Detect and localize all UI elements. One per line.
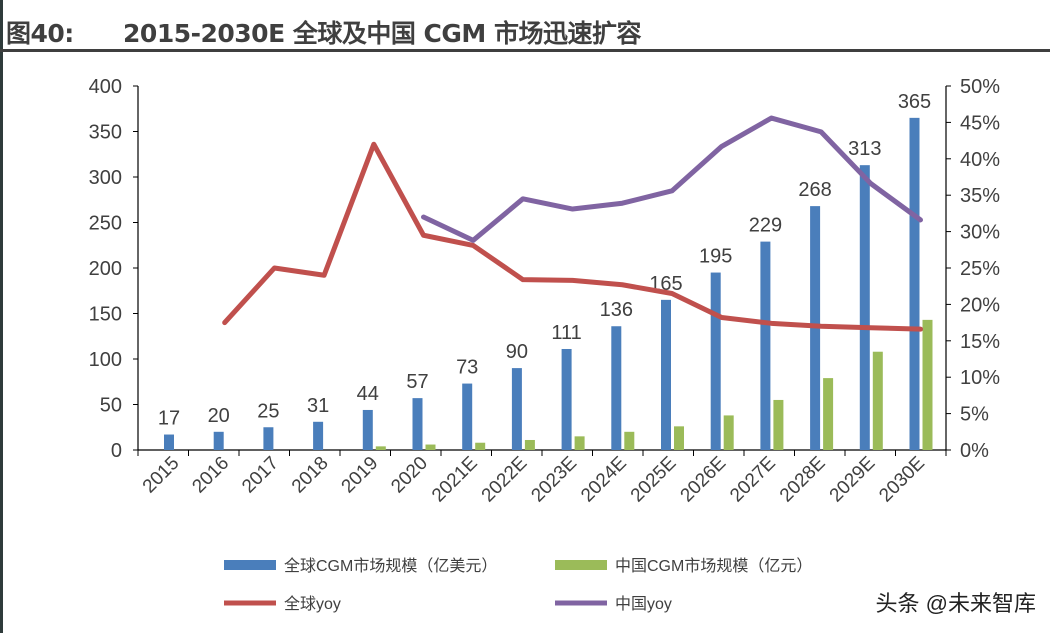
bar-china [674, 426, 684, 450]
y-right-tick-label: 35% [960, 185, 1000, 207]
x-tick-label: 2022E [478, 453, 532, 507]
data-label: 268 [798, 179, 831, 201]
bar-china [723, 415, 734, 450]
bar-global [859, 165, 870, 451]
bar-china [475, 442, 486, 450]
y-left-tick-label: 50 [100, 395, 122, 417]
bar-china [524, 439, 535, 450]
y-left-tick-label: 0 [111, 440, 122, 462]
legend-label: 全球yoy [284, 595, 341, 613]
x-tick-label: 2015 [139, 453, 184, 498]
chart-title: 图40: 2015-2030E 全球及中国 CGM 市场迅速扩容 [6, 14, 642, 50]
y-left-tick-label: 250 [89, 213, 122, 235]
bar-global [909, 117, 920, 450]
x-tick-label: 2027E [726, 453, 780, 507]
bar-global [710, 272, 721, 450]
data-label: 20 [208, 405, 230, 427]
bar-global [213, 431, 224, 450]
watermark: 头条 @未来智库 [876, 591, 1036, 616]
y-right-tick-label: 0% [960, 440, 989, 462]
frame-border [0, 0, 3, 633]
bar-global [611, 326, 622, 450]
x-tick-label: 2028E [776, 453, 830, 507]
bar-global [661, 299, 671, 450]
y-right-tick-label: 30% [960, 222, 1000, 244]
x-tick-label: 2019 [338, 453, 383, 498]
y-right-tick-label: 25% [960, 258, 1000, 280]
bar-global [164, 434, 174, 450]
bar-china [375, 446, 386, 450]
y-left-tick-label: 400 [89, 76, 122, 98]
bar-china [872, 351, 883, 450]
y-left-tick-label: 350 [89, 122, 122, 144]
bar-china [624, 431, 635, 450]
x-tick-label: 2024E [577, 453, 631, 507]
y-left-tick-label: 150 [89, 304, 122, 326]
bar-china [773, 399, 784, 450]
bar-global [412, 398, 423, 450]
data-label: 57 [406, 371, 428, 393]
bar-china [574, 436, 585, 450]
x-tick-label: 2023E [527, 453, 581, 507]
data-label: 195 [699, 246, 732, 268]
data-label: 313 [848, 138, 881, 160]
x-tick-label: 2029E [826, 453, 880, 507]
legend-label: 全球CGM市场规模（亿美元） [284, 557, 497, 575]
x-tick-label: 2026E [677, 453, 731, 507]
data-label: 111 [551, 322, 581, 344]
x-tick-label: 2020 [387, 453, 432, 498]
legend-swatch [224, 560, 276, 570]
bar-global [263, 427, 274, 450]
x-tick-label: 2021E [428, 453, 482, 507]
y-left-tick-label: 300 [89, 167, 122, 189]
x-tick-label: 2017 [238, 453, 283, 498]
title-text: 2015-2030E 全球及中国 CGM 市场迅速扩容 [123, 19, 642, 48]
data-label: 73 [456, 357, 478, 379]
legend-swatch [555, 560, 607, 570]
bar-global [561, 348, 572, 450]
figure-label: 图40: [6, 19, 74, 48]
legend-label: 中国CGM市场规模（亿元） [615, 557, 812, 575]
y-right-tick-label: 15% [960, 331, 1000, 353]
data-label: 229 [749, 215, 782, 237]
bar-china [823, 378, 834, 450]
y-left-tick-label: 100 [89, 349, 122, 371]
data-label: 90 [506, 341, 528, 363]
legend-label: 中国yoy [615, 595, 672, 613]
data-label: 31 [307, 395, 329, 417]
x-tick-label: 2018 [288, 453, 333, 498]
data-label: 365 [898, 91, 931, 113]
data-label: 136 [600, 299, 633, 321]
bar-global [362, 409, 373, 450]
y-right-tick-label: 50% [960, 76, 1000, 98]
bar-global [760, 241, 771, 450]
line-china-yoy [421, 115, 923, 243]
line-global-yoy [222, 141, 923, 332]
x-tick-label: 2025E [627, 453, 681, 507]
data-label: 17 [158, 408, 180, 430]
bar-global [511, 368, 522, 450]
y-right-tick-label: 20% [960, 294, 1000, 316]
title-divider [0, 49, 1050, 52]
bar-china [922, 319, 933, 450]
y-right-tick-label: 10% [960, 367, 1000, 389]
bar-china [425, 444, 436, 450]
y-left-tick-label: 200 [89, 258, 122, 280]
x-tick-label: 2030E [875, 453, 929, 507]
data-label: 44 [357, 383, 379, 405]
bar-global [313, 421, 324, 450]
x-tick-label: 2016 [188, 453, 233, 498]
data-label: 25 [257, 400, 279, 422]
bar-global [462, 383, 473, 450]
y-right-tick-label: 40% [960, 149, 1000, 171]
y-right-tick-label: 5% [960, 404, 989, 426]
y-right-tick-label: 45% [960, 112, 1000, 134]
